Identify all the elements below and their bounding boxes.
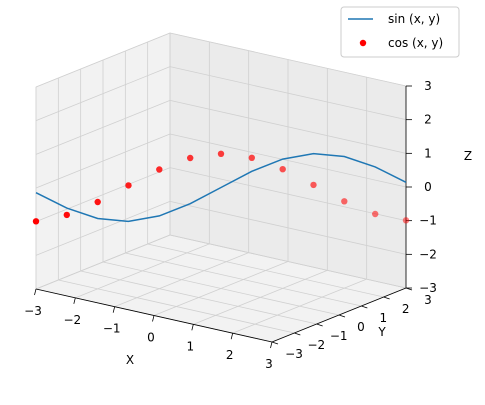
y-tick-label: −2	[307, 338, 325, 352]
x-tick-mark	[230, 333, 234, 340]
cos-scatter-point	[94, 198, 101, 206]
grid-line-z-back	[169, 32, 407, 87]
cos-scatter-point	[372, 210, 379, 218]
x-axis-label: X	[126, 353, 134, 367]
grid-lines	[35, 32, 407, 343]
cos-scatter-point	[217, 150, 225, 157]
cos-scatter-point	[32, 218, 40, 225]
legend: sin (x, y) cos (x, y)	[340, 6, 460, 58]
cos-scatter-point	[187, 154, 194, 162]
z-axis-label: Z	[464, 149, 472, 163]
cos-scatter-point	[125, 182, 132, 189]
x-tick-label: 3	[265, 357, 273, 371]
x-tick-label: −2	[63, 313, 81, 327]
y-tick-mark	[361, 305, 368, 309]
cos-scatter-point	[310, 181, 317, 189]
grid-line-z-back	[169, 66, 407, 121]
x-tick-label: 2	[226, 348, 234, 362]
y-tick-label: 1	[379, 311, 387, 325]
cos-scatter-point	[279, 166, 286, 173]
x-tick-label: 1	[186, 339, 194, 353]
cos-scatter-point	[156, 166, 163, 173]
x-tick-mark	[270, 341, 273, 349]
z-tick-label: −1	[419, 214, 437, 228]
x-tick-label: −3	[24, 304, 42, 318]
x-tick-mark	[152, 315, 155, 322]
sin-series-line	[35, 152, 407, 223]
cos-scatter-point	[248, 154, 255, 161]
grid-line-y-floor	[147, 243, 384, 298]
y-axis-label: Y	[377, 325, 386, 339]
y-tick-label: 0	[357, 320, 365, 334]
y-tick-label: 3	[424, 293, 432, 307]
axis-lines	[34, 85, 413, 349]
grid-line-z-left	[35, 66, 171, 122]
z-tick-label: −3	[419, 281, 437, 295]
cos-scatter-point	[402, 217, 410, 224]
y-tick-label: 2	[402, 302, 410, 316]
x-tick-mark	[191, 324, 194, 331]
cos-scatter-point	[341, 198, 348, 205]
y-tick-mark	[271, 341, 279, 345]
legend-scatter-marker	[359, 39, 367, 47]
x-tick-mark	[112, 306, 116, 313]
x-tick-label: 0	[147, 331, 155, 345]
x-tick-mark	[73, 297, 76, 304]
legend-label-cos: cos (x, y)	[388, 36, 443, 50]
z-tick-label: 0	[424, 180, 432, 194]
x-tick-mark	[34, 288, 37, 296]
y-tick-mark	[316, 323, 323, 327]
y-tick-mark	[338, 314, 346, 318]
z-tick-label: 3	[424, 79, 432, 93]
y-tick-mark	[383, 296, 390, 300]
z-tick-label: 1	[424, 146, 432, 160]
z-tick-label: −2	[419, 247, 437, 261]
y-tick-mark	[294, 332, 301, 336]
x-tick-label: −1	[103, 322, 121, 336]
legend-label-sin: sin (x, y)	[388, 12, 440, 26]
y-tick-mark	[405, 287, 413, 291]
series-layer	[32, 150, 410, 225]
y-tick-label: −3	[285, 347, 303, 361]
y-tick-label: −1	[330, 329, 348, 343]
cos-scatter-point	[63, 211, 70, 219]
z-tick-label: 2	[424, 113, 432, 127]
grid-line-z-left	[35, 32, 171, 88]
grid-line-y-floor	[169, 234, 407, 289]
